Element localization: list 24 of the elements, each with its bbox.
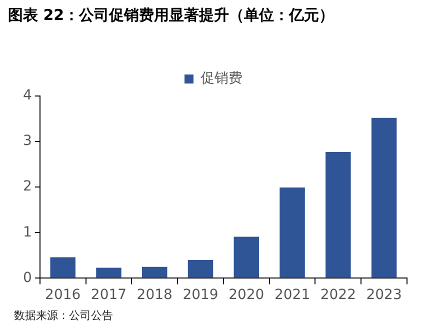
source-note: 数据来源：公司公告 — [14, 308, 113, 323]
bar — [50, 257, 76, 278]
bar — [371, 118, 397, 278]
chart-title: 图表 22：公司促销费用显著提升（单位：亿元） — [8, 6, 334, 25]
legend-label: 促销费 — [200, 70, 242, 87]
y-tick-label: 0 — [22, 270, 32, 286]
y-tick-label: 2 — [22, 178, 32, 195]
y-tick-label: 1 — [22, 224, 32, 240]
x-tick-label: 2023 — [366, 287, 402, 304]
y-tick-label: 3 — [22, 133, 32, 150]
x-tick-label: 2020 — [228, 287, 264, 304]
bar — [326, 152, 351, 278]
bar — [188, 260, 214, 278]
bar — [142, 266, 168, 278]
x-tick-label: 2017 — [90, 287, 127, 304]
x-tick-label: 2018 — [136, 287, 172, 304]
x-tick-label: 2016 — [45, 287, 81, 304]
x-tick-label: 2022 — [320, 287, 356, 304]
x-tick-label: 2019 — [182, 287, 218, 304]
y-tick-label: 4 — [22, 88, 32, 104]
bar — [280, 188, 305, 278]
x-tick-label: 2021 — [274, 287, 310, 304]
bar — [96, 268, 122, 278]
bar — [234, 236, 260, 278]
